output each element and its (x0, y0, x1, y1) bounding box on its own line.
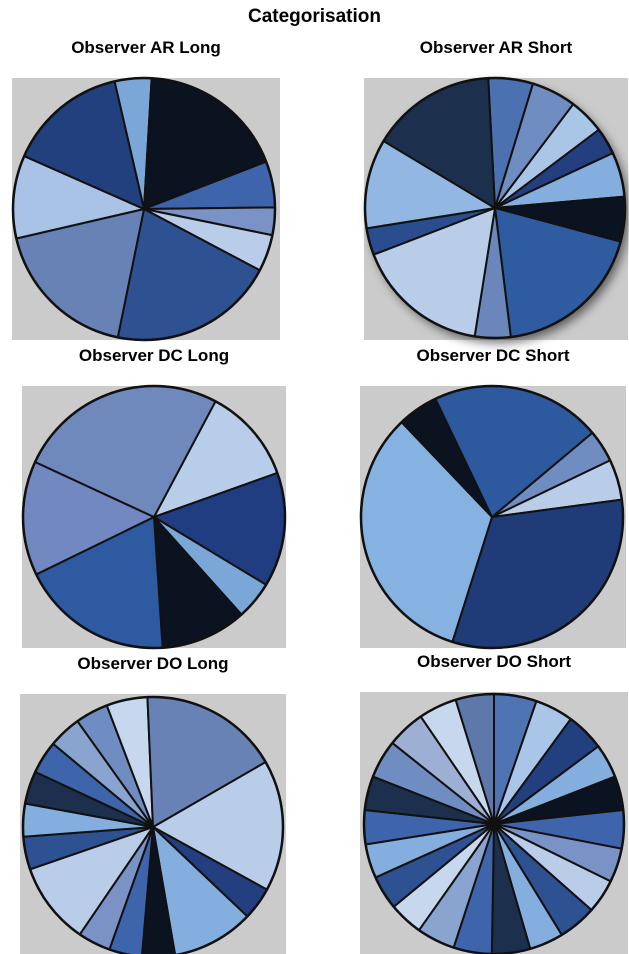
pie-chart (362, 692, 626, 954)
chart-panel-do-long: Observer DO Long (20, 654, 286, 954)
chart-panel-dc-short: Observer DC Short (359, 346, 626, 650)
chart-title: Observer DO Short (417, 652, 571, 671)
pie-outline (11, 76, 277, 342)
chart-title: Observer DC Short (416, 346, 570, 365)
chart-panel-ar-long: Observer AR Long (11, 38, 280, 342)
pie-chart (359, 384, 625, 650)
chart-panel-ar-short: Observer AR Short (363, 38, 628, 340)
pie-outline (363, 76, 627, 340)
chart-title: Observer DO Long (77, 654, 229, 673)
chart-panel-do-short: Observer DO Short (360, 652, 628, 954)
pie-outline (21, 384, 287, 650)
pie-chart (11, 76, 277, 342)
pie-outline (362, 692, 626, 954)
chart-title: Observer DC Long (78, 346, 230, 365)
figure-title: Categorisation (247, 6, 382, 27)
pie-outline (21, 695, 285, 954)
pie-outline (359, 384, 625, 650)
chart-title: Observer AR Long (71, 38, 221, 57)
pie-chart (21, 384, 287, 650)
pie-chart (363, 76, 627, 340)
pie-chart (21, 695, 285, 954)
chart-title: Observer AR Short (419, 38, 573, 57)
chart-panel-dc-long: Observer DC Long (21, 346, 287, 650)
